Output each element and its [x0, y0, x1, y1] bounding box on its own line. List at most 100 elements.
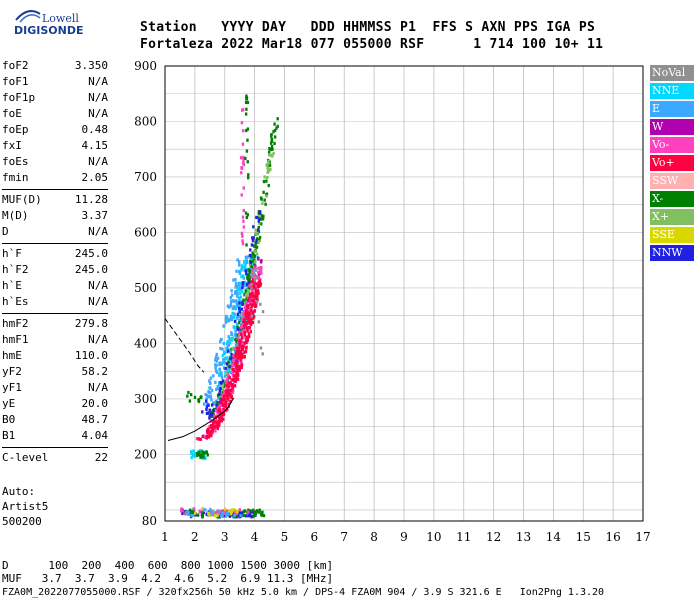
echo-point [265, 163, 268, 167]
echo-point [219, 411, 222, 415]
echo-point [262, 190, 265, 194]
echo-point [225, 383, 229, 388]
legend-item: NNW [650, 245, 694, 261]
echo-point [221, 361, 224, 365]
echo-point [236, 316, 239, 320]
echo-point [251, 236, 254, 240]
echo-point [215, 363, 218, 367]
echo-point [227, 319, 231, 323]
echo-point [249, 509, 252, 513]
echo-point [238, 298, 241, 302]
echo-point [272, 151, 275, 156]
param-label: foF1 [2, 75, 29, 88]
echo-point [234, 344, 238, 348]
echo-point [243, 350, 246, 355]
echo-point [219, 514, 223, 518]
param-value: 4.15 [81, 139, 109, 152]
echo-point [238, 306, 241, 310]
echo-point [250, 298, 254, 303]
echo-point [273, 141, 276, 146]
echo-point [234, 512, 237, 516]
echo-point [245, 341, 248, 345]
echo-point [226, 349, 230, 353]
param-label: h`F2 [2, 263, 29, 276]
echo-point [224, 400, 228, 404]
echo-point [254, 286, 257, 290]
echo-point [228, 514, 232, 518]
echo-point [230, 289, 233, 293]
echo-point [218, 367, 221, 372]
echo-point [239, 511, 242, 515]
echo-point [250, 243, 254, 247]
echo-point [239, 364, 242, 368]
echo-point [248, 513, 252, 518]
echo-point [267, 183, 270, 188]
echo-point [240, 265, 244, 270]
echo-point [231, 384, 234, 388]
echo-point [229, 370, 232, 375]
echo-point [251, 294, 255, 298]
echo-point [207, 403, 210, 407]
echo-point [247, 298, 250, 303]
param-label: M(D) [2, 209, 29, 222]
echo-point [271, 154, 274, 158]
echo-point [256, 230, 259, 234]
param-row: fmin 2.05 [2, 170, 108, 186]
echo-point [240, 307, 244, 311]
echo-point [202, 510, 206, 515]
x-tick-label: 13 [516, 530, 531, 544]
echo-point [229, 512, 233, 516]
echo-point [271, 147, 274, 151]
echo-point [224, 314, 228, 319]
echo-point [243, 355, 246, 359]
echo-point [230, 367, 233, 371]
echo-point [251, 274, 254, 278]
echo-point [246, 328, 249, 332]
echo-point [248, 300, 252, 304]
echo-point [231, 336, 235, 340]
echo-point [241, 264, 244, 268]
echo-point [253, 309, 257, 313]
echo-point [251, 278, 255, 283]
echo-point [232, 278, 235, 282]
param-value: 2.05 [81, 171, 109, 184]
echo-point [235, 360, 239, 365]
echo-point [227, 381, 230, 385]
x-tick-label: 15 [576, 530, 591, 544]
echo-point [242, 225, 246, 229]
echo-point [217, 396, 220, 400]
echo-point [264, 202, 267, 206]
echo-point [241, 142, 245, 146]
echo-point [228, 383, 232, 387]
echo-point [231, 390, 234, 395]
echo-point [246, 293, 250, 297]
echo-point [246, 100, 250, 105]
echo-point [226, 340, 229, 344]
echo-point [238, 508, 242, 512]
echo-point [251, 268, 254, 272]
echo-point [261, 217, 265, 221]
echo-point [250, 282, 253, 287]
echo-point [222, 351, 226, 355]
echo-point [187, 390, 190, 395]
echo-point [268, 163, 272, 167]
y-tick-label: 300 [134, 392, 157, 406]
echo-point [226, 304, 230, 308]
echo-point [231, 369, 235, 374]
echo-point [222, 366, 226, 370]
echo-point [216, 356, 220, 360]
x-tick-label: 7 [340, 530, 348, 544]
echo-point [222, 412, 226, 416]
param-label: h`Es [2, 295, 29, 308]
echo-point [252, 236, 255, 240]
echo-point [205, 411, 209, 415]
echo-point [217, 509, 221, 513]
echo-point [221, 347, 224, 351]
echo-point [240, 275, 243, 279]
echo-point [190, 513, 193, 518]
param-value: 245.0 [74, 247, 108, 260]
param-row: fxI 4.15 [2, 138, 108, 154]
echo-point [248, 270, 251, 275]
echo-point [246, 138, 249, 142]
param-value: N/A [88, 333, 108, 346]
